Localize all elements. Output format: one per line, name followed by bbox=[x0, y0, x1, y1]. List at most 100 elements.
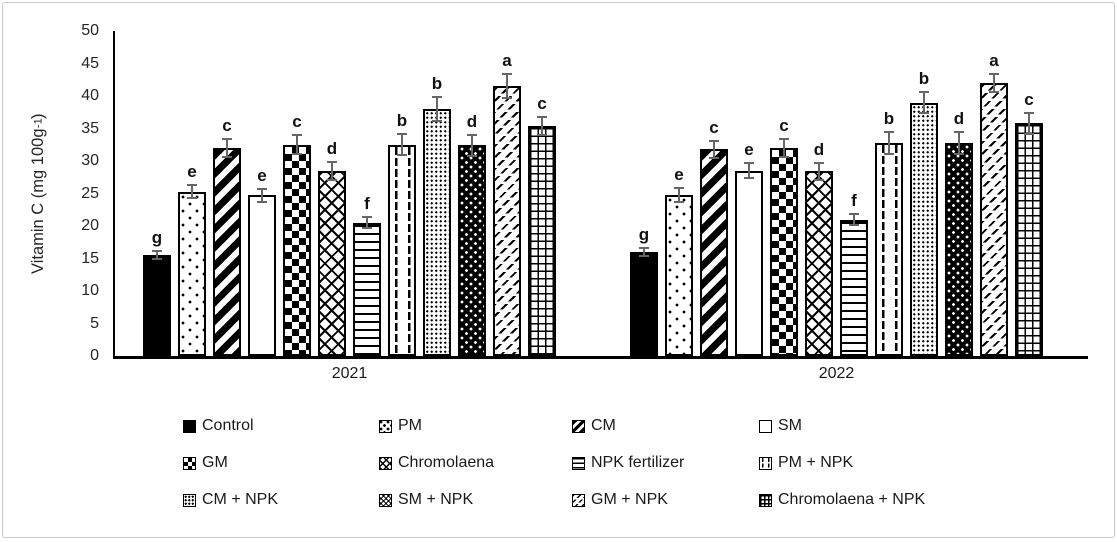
legend-swatch-checker-icon bbox=[183, 456, 196, 470]
legend-label: Control bbox=[202, 417, 254, 434]
error-bar-2021-GM bbox=[292, 134, 302, 156]
y-tick-label-45: 45 bbox=[81, 54, 99, 72]
legend-label: PM bbox=[398, 417, 422, 434]
bar-slot-2021-Chromolaena: d bbox=[318, 31, 346, 356]
significance-letter-2022-PM: e bbox=[674, 165, 684, 184]
legend-swatch-h-lines-icon bbox=[572, 456, 585, 470]
bar-slot-2021-SM: e bbox=[248, 31, 276, 356]
bar-slot-2022-Control: g bbox=[630, 31, 658, 356]
significance-letter-2021-CM + NPK: b bbox=[431, 74, 443, 93]
error-bar-2021-SM bbox=[257, 187, 267, 204]
bar-slot-2022-CM: c bbox=[700, 31, 728, 356]
legend-swatch-black-white-dots-icon bbox=[379, 493, 392, 507]
y-tick-label-30: 30 bbox=[81, 152, 99, 169]
legend-item-Chromolaena + NPK: Chromolaena + NPK bbox=[759, 490, 963, 510]
legend-swatch-crosshatch-diamond-icon bbox=[379, 456, 392, 470]
bar-slot-2022-PM: e bbox=[665, 31, 693, 356]
legend-swatch-plain-white-icon bbox=[759, 419, 772, 433]
significance-letter-2022-CM + NPK: b bbox=[918, 68, 930, 88]
legend-item-SM + NPK: SM + NPK bbox=[379, 490, 572, 510]
error-bar-2021-Chromolaena + NPK bbox=[537, 116, 547, 136]
legend-label: GM + NPK bbox=[591, 491, 668, 508]
bar-2021-PM bbox=[178, 191, 206, 356]
error-bar-2021-GM + NPK bbox=[502, 72, 512, 99]
bar-2022-PM bbox=[665, 194, 693, 356]
significance-letter-2021-SM: e bbox=[257, 165, 267, 185]
y-tick-label-40: 40 bbox=[81, 87, 99, 104]
bar-2022-SM bbox=[735, 170, 763, 356]
bar-2021-PM + NPK bbox=[388, 144, 416, 356]
error-bar-2021-Chromolaena bbox=[327, 161, 337, 181]
bar-2022-Chromolaena + NPK bbox=[1015, 123, 1043, 356]
bar-slot-2022-GM + NPK: a bbox=[980, 31, 1008, 356]
bar-2022-CM bbox=[700, 149, 728, 356]
significance-letter-2022-Control: g bbox=[638, 224, 650, 244]
significance-letter-2021-PM: e bbox=[187, 161, 197, 181]
legend-item-PM + NPK: PM + NPK bbox=[759, 453, 963, 473]
significance-letter-2021-GM + NPK: a bbox=[502, 50, 512, 70]
legend-item-GM + NPK: GM + NPK bbox=[572, 490, 759, 510]
bar-2022-SM + NPK bbox=[945, 142, 973, 356]
bar-slot-2021-CM: c bbox=[213, 31, 241, 356]
bar-group-2021: g e c e c d f b b d a c bbox=[143, 31, 556, 356]
bar-2021-SM bbox=[248, 195, 276, 356]
bar-2022-CM + NPK bbox=[910, 102, 938, 356]
plot-area: g e c e c d f b b d a c 2021 g e c e c d f b b d a c 2022 bbox=[113, 31, 1088, 382]
legend-label: CM + NPK bbox=[202, 491, 279, 508]
bar-slot-2022-NPK fertilizer: f bbox=[840, 31, 868, 356]
bar-slot-2021-Control: g bbox=[143, 31, 171, 356]
significance-letter-2022-GM: c bbox=[779, 116, 789, 136]
bar-2021-Chromolaena bbox=[318, 170, 346, 356]
significance-letter-2022-GM + NPK: a bbox=[989, 51, 999, 71]
y-tick-label-5: 5 bbox=[90, 314, 99, 332]
y-tick-label-25: 25 bbox=[81, 184, 99, 202]
legend-swatch-grid-icon bbox=[759, 493, 772, 507]
legend-swatch-diag-thin-icon bbox=[572, 493, 585, 507]
error-bar-2021-CM + NPK bbox=[432, 96, 442, 122]
legend-item-NPK fertilizer: NPK fertilizer bbox=[572, 453, 759, 473]
error-bar-2021-PM bbox=[187, 183, 197, 200]
legend-swatch-v-dashes-icon bbox=[759, 456, 772, 470]
bar-slot-2021-GM + NPK: a bbox=[493, 31, 521, 356]
bar-2021-CM + NPK bbox=[423, 109, 451, 356]
bar-slot-2022-CM + NPK: b bbox=[910, 31, 938, 356]
legend-item-GM: GM bbox=[183, 453, 379, 473]
legend-swatch-dots-dense-icon bbox=[183, 493, 196, 507]
significance-letter-2021-Control: g bbox=[151, 228, 163, 248]
significance-letter-2021-NPK fertilizer: f bbox=[364, 194, 370, 214]
significance-letter-2022-Chromolaena: d bbox=[813, 139, 825, 159]
legend-label: NPK fertilizer bbox=[591, 454, 685, 471]
bar-2022-Chromolaena bbox=[805, 171, 833, 356]
bar-slot-2022-SM: e bbox=[735, 31, 763, 356]
bar-group-2022: g e c e c d f b b d a c bbox=[630, 31, 1043, 356]
bar-slot-2021-NPK fertilizer: f bbox=[353, 31, 381, 356]
error-bar-2022-Chromolaena + NPK bbox=[1024, 111, 1034, 136]
error-bar-2022-Chromolaena bbox=[814, 161, 824, 182]
legend-label: CM bbox=[591, 417, 616, 434]
error-bar-2022-PM bbox=[674, 187, 684, 203]
bar-2022-PM + NPK bbox=[875, 142, 903, 356]
error-bar-2022-GM + NPK bbox=[989, 73, 999, 93]
error-bar-2022-SM bbox=[744, 162, 754, 180]
bar-2022-GM bbox=[770, 148, 798, 356]
bar-slot-2021-CM + NPK: b bbox=[423, 31, 451, 356]
bar-2021-Chromolaena + NPK bbox=[528, 125, 556, 356]
significance-letter-2021-CM: c bbox=[222, 116, 232, 136]
significance-letter-2022-PM + NPK: b bbox=[883, 109, 895, 129]
bar-slot-2021-SM + NPK: d bbox=[458, 31, 486, 356]
significance-letter-2021-PM + NPK: b bbox=[396, 111, 408, 131]
x-axis-group-label-2022: 2022 bbox=[818, 365, 855, 382]
legend: Control PM CM SM GM Chromolaena NPK fertilizer… bbox=[183, 416, 963, 510]
legend-item-SM: SM bbox=[759, 416, 963, 436]
error-bar-2022-NPK fertilizer bbox=[849, 213, 859, 226]
legend-swatch-diag-wide-icon bbox=[572, 419, 585, 433]
bar-2021-GM + NPK bbox=[493, 85, 521, 356]
error-bar-2022-CM + NPK bbox=[919, 90, 929, 115]
bar-slot-2021-PM: e bbox=[178, 31, 206, 356]
legend-label: GM bbox=[202, 454, 228, 471]
legend-label: SM + NPK bbox=[398, 491, 474, 508]
significance-letter-2021-SM + NPK: d bbox=[466, 111, 478, 131]
bar-2022-NPK fertilizer bbox=[840, 219, 868, 356]
bar-2021-GM bbox=[283, 144, 311, 356]
